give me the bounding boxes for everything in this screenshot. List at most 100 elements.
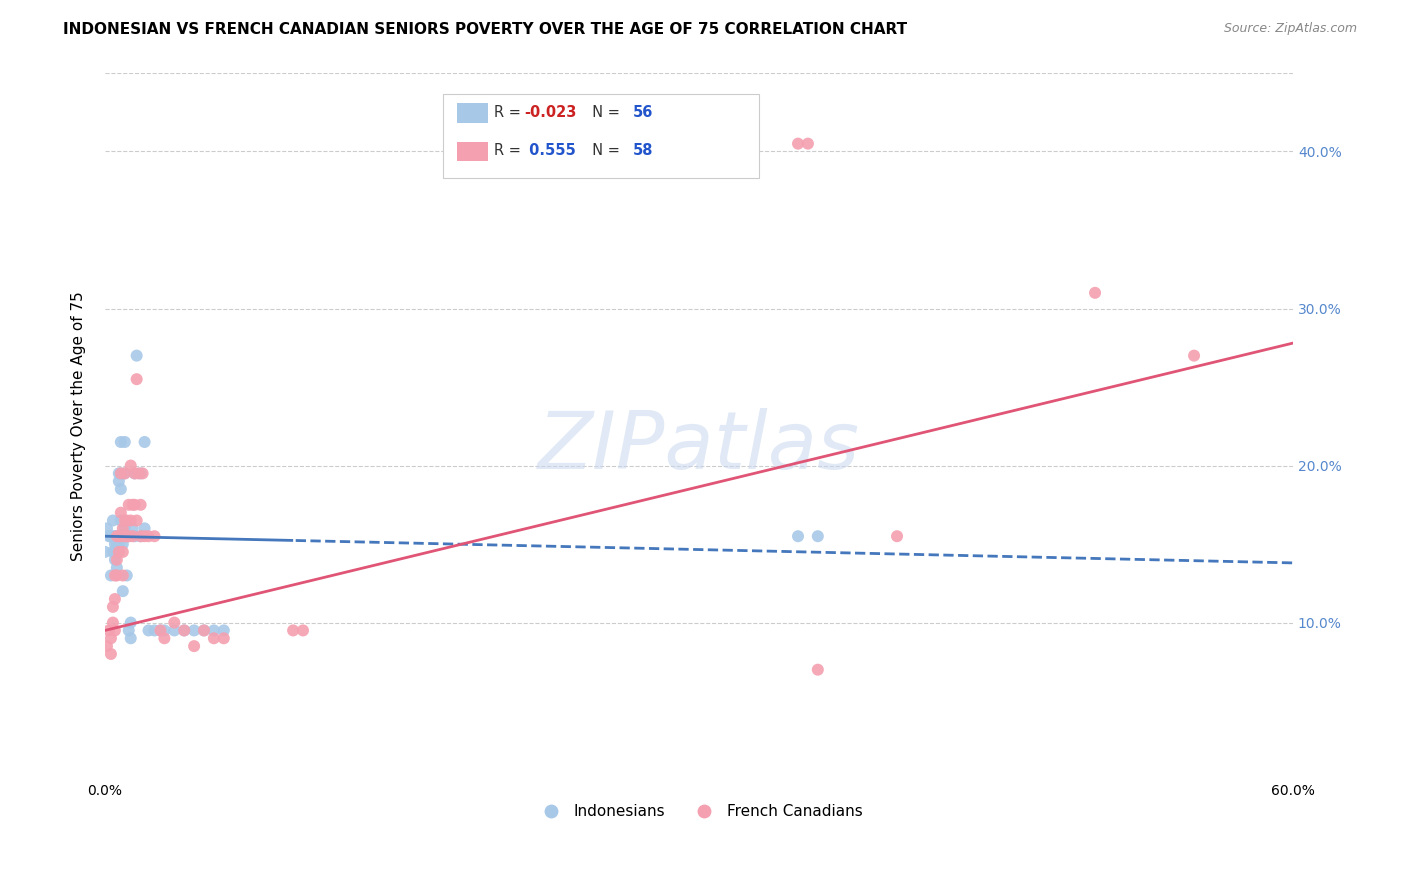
Point — [131, 467, 153, 481]
Point — [114, 529, 136, 543]
Point — [163, 624, 186, 638]
Point — [104, 545, 127, 559]
Point — [104, 592, 127, 607]
Point — [129, 529, 152, 543]
Point — [183, 639, 205, 653]
Point — [114, 521, 136, 535]
Point — [118, 529, 141, 543]
Point — [108, 537, 131, 551]
Point — [115, 529, 138, 543]
Point — [104, 568, 127, 582]
Point — [125, 514, 148, 528]
Point — [110, 529, 132, 543]
Point — [105, 568, 128, 582]
Point — [118, 529, 141, 543]
Point — [121, 529, 143, 543]
Point — [101, 514, 124, 528]
Point — [212, 624, 235, 638]
Point — [124, 498, 146, 512]
Point — [111, 568, 134, 582]
Point — [124, 467, 146, 481]
Point — [105, 529, 128, 543]
Point — [143, 624, 166, 638]
Text: N =: N = — [583, 144, 626, 158]
Point — [886, 529, 908, 543]
Point — [143, 529, 166, 543]
Point — [129, 467, 152, 481]
Point — [124, 467, 146, 481]
Point — [100, 632, 122, 646]
Point — [797, 136, 820, 151]
Legend: Indonesians, French Canadians: Indonesians, French Canadians — [530, 797, 869, 825]
Text: 58: 58 — [633, 144, 654, 158]
Text: 0.555: 0.555 — [524, 144, 576, 158]
Point — [193, 624, 215, 638]
Point — [121, 521, 143, 535]
Point — [134, 521, 156, 535]
Y-axis label: Seniors Poverty Over the Age of 75: Seniors Poverty Over the Age of 75 — [72, 292, 86, 561]
Point — [100, 529, 122, 543]
Point — [125, 349, 148, 363]
Point — [111, 521, 134, 535]
Point — [115, 514, 138, 528]
Point — [787, 529, 810, 543]
Point — [111, 584, 134, 599]
Point — [134, 435, 156, 450]
Point — [807, 663, 830, 677]
Point — [115, 568, 138, 582]
Point — [183, 624, 205, 638]
Point — [108, 529, 131, 543]
Point — [153, 624, 176, 638]
Point — [129, 529, 152, 543]
Point — [100, 568, 122, 582]
Point — [138, 529, 160, 543]
Point — [173, 624, 195, 638]
Point — [128, 467, 150, 481]
Point — [120, 615, 142, 630]
Point — [129, 498, 152, 512]
Point — [120, 632, 142, 646]
Point — [149, 624, 172, 638]
Point — [101, 615, 124, 630]
Text: ZIPatlas: ZIPatlas — [538, 409, 860, 486]
Text: INDONESIAN VS FRENCH CANADIAN SENIORS POVERTY OVER THE AGE OF 75 CORRELATION CHA: INDONESIAN VS FRENCH CANADIAN SENIORS PO… — [63, 22, 907, 37]
Point — [125, 372, 148, 386]
Text: Source: ZipAtlas.com: Source: ZipAtlas.com — [1223, 22, 1357, 36]
Text: R =: R = — [494, 105, 524, 120]
Point — [193, 624, 215, 638]
Point — [118, 624, 141, 638]
Point — [105, 529, 128, 543]
Point — [108, 467, 131, 481]
Point — [120, 514, 142, 528]
Point — [111, 529, 134, 543]
Point — [96, 521, 118, 535]
Point — [105, 537, 128, 551]
Point — [120, 458, 142, 473]
Point — [108, 545, 131, 559]
Point — [292, 624, 315, 638]
Point — [114, 467, 136, 481]
Point — [97, 624, 120, 638]
Point — [787, 136, 810, 151]
Point — [108, 529, 131, 543]
Point — [149, 624, 172, 638]
Text: 56: 56 — [633, 105, 652, 120]
Point — [105, 560, 128, 574]
Point — [100, 647, 122, 661]
Text: N =: N = — [583, 105, 626, 120]
Point — [96, 639, 118, 653]
Point — [114, 435, 136, 450]
Point — [110, 506, 132, 520]
Point — [202, 624, 225, 638]
Point — [1182, 349, 1205, 363]
Point — [110, 435, 132, 450]
Point — [118, 498, 141, 512]
Point — [104, 553, 127, 567]
Point — [807, 529, 830, 543]
Point — [202, 632, 225, 646]
Point — [108, 475, 131, 489]
Point — [101, 529, 124, 543]
Point — [94, 545, 117, 559]
Point — [212, 632, 235, 646]
Point — [110, 467, 132, 481]
